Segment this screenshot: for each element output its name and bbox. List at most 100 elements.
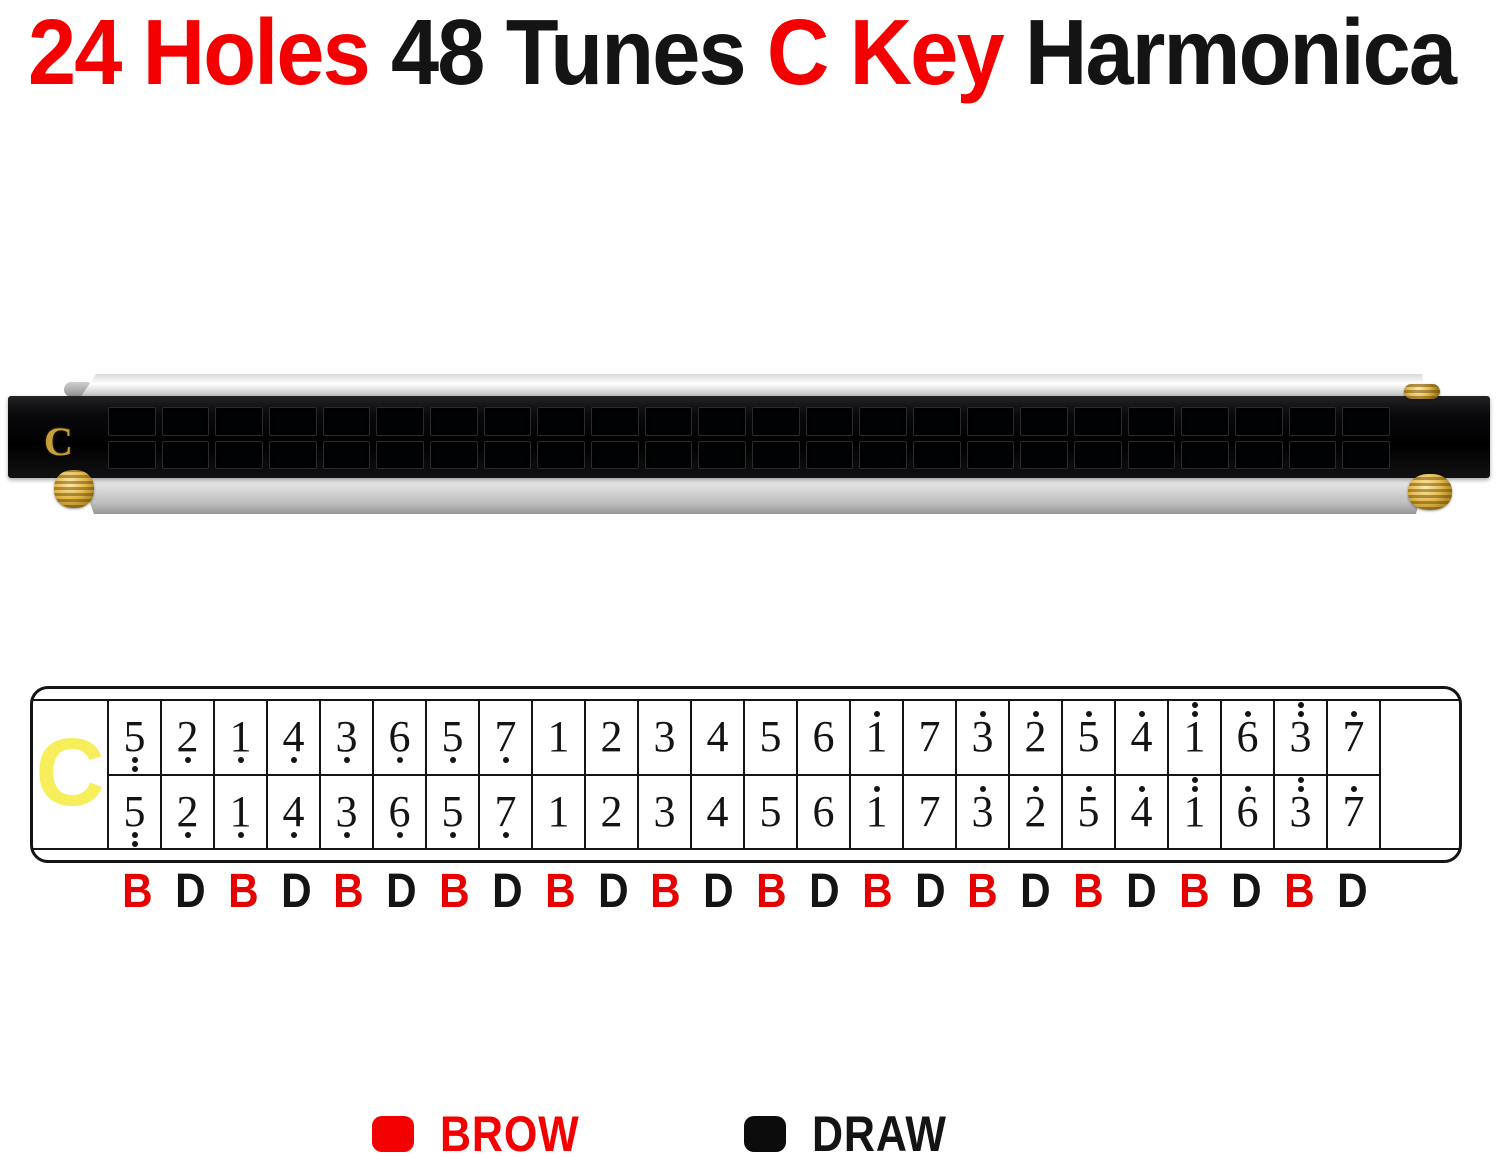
breath-letter-blow: B xyxy=(111,868,164,916)
note-number: 4 xyxy=(1130,712,1153,762)
note-number: 6 xyxy=(388,786,411,836)
harmonica-hole xyxy=(269,440,317,469)
octave-dot xyxy=(290,831,297,838)
harmonica-hole xyxy=(537,440,585,469)
octave-dot xyxy=(184,831,191,838)
harmonica-hole xyxy=(1020,407,1068,436)
note-number: 6 xyxy=(388,712,411,762)
draw-swatch xyxy=(744,1116,786,1152)
octave-dot xyxy=(1138,785,1145,792)
note-cell: 2 xyxy=(1010,776,1061,849)
breath-letter-text: D xyxy=(914,865,946,918)
breath-letter-blow: B xyxy=(639,868,692,916)
note-number: 1 xyxy=(547,712,570,762)
note-number: 1 xyxy=(865,712,888,762)
note-cell: 3 xyxy=(321,701,372,776)
harmonica-hole xyxy=(752,440,800,469)
breath-letter-draw: D xyxy=(164,868,217,916)
harmonica-hole xyxy=(1127,440,1176,469)
harmonica-hole xyxy=(805,440,854,469)
harmonica-hole xyxy=(859,407,907,436)
octave-dot xyxy=(396,757,403,764)
breath-letter-text: B xyxy=(967,865,998,918)
harmonica-hole xyxy=(859,440,907,469)
octave-dot xyxy=(1244,785,1251,792)
note-cell: 7 xyxy=(904,776,955,849)
octave-dot xyxy=(1350,785,1357,792)
note-number: 4 xyxy=(282,786,305,836)
note-number: 7 xyxy=(918,712,941,762)
octave-dots-above xyxy=(1032,777,1039,792)
breath-letter-draw: D xyxy=(481,868,534,916)
note-number: 2 xyxy=(600,712,623,762)
note-number: 6 xyxy=(812,786,835,836)
harmonica-comb: C xyxy=(8,396,1490,478)
note-number: 5 xyxy=(759,786,782,836)
octave-dots-above xyxy=(873,777,880,792)
note-number: 1 xyxy=(229,712,252,762)
note-number: 3 xyxy=(1289,712,1312,762)
note-cell: 2 xyxy=(162,701,213,776)
breath-letter-blow: B xyxy=(745,868,798,916)
note-cell: 7 xyxy=(480,776,531,849)
harmonica-hole xyxy=(698,440,746,469)
note-cell: 5 xyxy=(427,701,478,776)
breath-letter-text: D xyxy=(491,865,523,918)
breath-letter-blow: B xyxy=(1062,868,1115,916)
note-cell: 1 xyxy=(215,776,266,849)
octave-dot xyxy=(237,757,244,764)
harmonica-hole xyxy=(913,440,961,469)
note-cell: 6 xyxy=(1222,776,1273,849)
harmonica-hole xyxy=(215,407,263,436)
octave-dots-above xyxy=(979,702,986,718)
octave-dot xyxy=(343,831,350,838)
octave-dots-above xyxy=(1350,702,1357,718)
note-number: 7 xyxy=(918,786,941,836)
octave-dot xyxy=(184,757,191,764)
breath-letter-text: D xyxy=(808,865,840,918)
note-cell: 6 xyxy=(1222,701,1273,776)
gold-screw-left-bottom xyxy=(54,470,94,508)
note-cell: 1 xyxy=(851,776,902,849)
octave-dot xyxy=(1191,785,1198,792)
note-cell: 5 xyxy=(745,701,796,776)
note-number: 7 xyxy=(494,786,517,836)
breath-letter-text: B xyxy=(1073,865,1104,918)
title-segment: Harmonica xyxy=(1024,0,1457,104)
note-number: 2 xyxy=(1024,786,1047,836)
breath-letter-text: B xyxy=(439,865,470,918)
note-cell: 2 xyxy=(586,776,637,849)
octave-dot xyxy=(131,831,138,838)
breath-letter-draw: D xyxy=(1009,868,1062,916)
note-number: 5 xyxy=(123,786,146,836)
octave-dot xyxy=(1297,702,1304,709)
note-cell: 1 xyxy=(533,701,584,776)
harmonica-hole xyxy=(698,407,746,436)
note-cell: 2 xyxy=(1010,701,1061,776)
breath-letter-text: D xyxy=(1020,865,1051,918)
breath-letter-text: D xyxy=(174,865,206,918)
note-cell: 6 xyxy=(374,701,425,776)
note-cell: 5 xyxy=(109,701,160,776)
octave-dots-below xyxy=(449,831,456,847)
note-number: 2 xyxy=(600,786,623,836)
breath-letter-text: B xyxy=(1284,865,1315,918)
breath-letter-blow: B xyxy=(956,868,1009,916)
note-number: 1 xyxy=(547,786,570,836)
breath-letter-text: B xyxy=(333,865,364,918)
note-number: 5 xyxy=(441,786,464,836)
octave-dot xyxy=(502,757,509,764)
harmonica-hole xyxy=(376,407,424,436)
